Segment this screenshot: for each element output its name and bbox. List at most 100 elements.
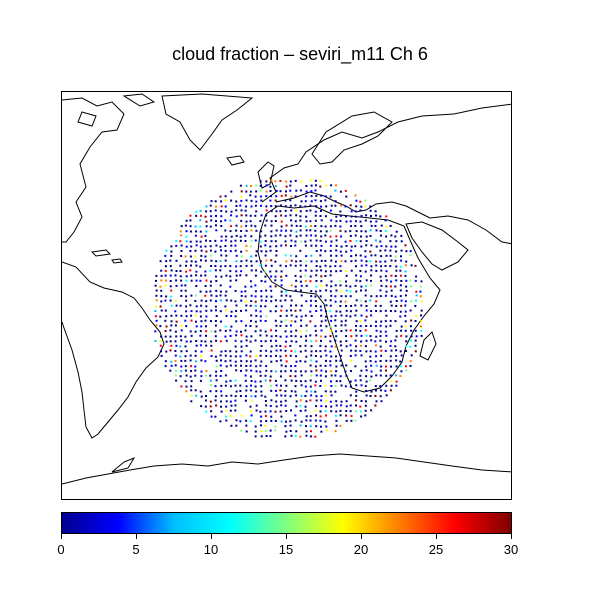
observation-point [364, 199, 367, 202]
observation-point [320, 314, 323, 317]
observation-point [359, 280, 362, 283]
observation-point [375, 245, 378, 248]
observation-point [400, 240, 403, 243]
observation-point [325, 284, 328, 287]
observation-point [364, 409, 367, 412]
observation-point [235, 320, 238, 323]
observation-point [309, 364, 312, 367]
observation-point [260, 214, 263, 217]
observation-point [349, 310, 352, 313]
observation-point [224, 354, 227, 357]
observation-point [204, 270, 207, 273]
observation-point [204, 234, 207, 237]
observation-point [270, 179, 273, 182]
observation-point [240, 320, 243, 323]
observation-point [380, 354, 383, 357]
observation-point [365, 369, 368, 372]
observation-point [235, 224, 238, 227]
observation-point [214, 324, 217, 327]
observation-point [295, 214, 298, 217]
observation-point [214, 335, 217, 338]
observation-point [394, 235, 397, 238]
observation-point [250, 395, 253, 398]
observation-point [225, 400, 228, 403]
observation-point [155, 299, 158, 302]
observation-point [164, 274, 167, 277]
observation-point [324, 409, 327, 412]
observation-point [349, 230, 352, 233]
observation-point [175, 370, 177, 372]
observation-point [249, 364, 252, 367]
observation-point [235, 209, 238, 212]
observation-point [365, 309, 368, 312]
observation-point [210, 219, 213, 222]
colorbar [61, 512, 512, 534]
observation-point [350, 210, 353, 213]
observation-point [325, 429, 328, 432]
observation-point [245, 419, 248, 422]
observation-point [355, 394, 358, 397]
colorbar-tick-label: 15 [278, 542, 294, 557]
observation-point [205, 334, 207, 337]
observation-point [254, 214, 257, 217]
observation-point [319, 355, 322, 358]
observation-point [240, 429, 243, 432]
observation-point [214, 209, 217, 212]
observation-point [294, 309, 297, 312]
observation-point [170, 304, 173, 307]
observation-point [329, 209, 332, 212]
observation-point [210, 200, 213, 203]
observation-point [345, 340, 348, 343]
observation-point [205, 300, 208, 303]
observation-point [420, 280, 423, 283]
observation-point [245, 369, 248, 372]
observation-point [335, 239, 338, 242]
observation-point [354, 349, 357, 352]
observation-point [389, 344, 392, 347]
observation-point [260, 360, 263, 363]
observation-point [290, 390, 293, 393]
observation-point [355, 309, 358, 312]
observation-point [319, 230, 322, 233]
observation-point [324, 384, 327, 387]
observation-point [314, 380, 317, 383]
observation-point [245, 214, 248, 217]
observation-point [399, 289, 402, 292]
observation-point [400, 325, 403, 328]
observation-point [324, 319, 327, 322]
observation-point [354, 365, 357, 368]
observation-point [264, 275, 267, 278]
observation-point [255, 309, 258, 312]
observation-point [265, 334, 268, 337]
observation-point [225, 290, 228, 293]
observation-point [400, 329, 403, 332]
observation-point [370, 284, 373, 287]
observation-point [195, 340, 198, 342]
observation-point [230, 240, 233, 243]
observation-point [169, 335, 172, 338]
observation-point [194, 260, 197, 263]
observation-point [184, 224, 187, 227]
observation-point [215, 244, 218, 247]
observation-point [209, 210, 212, 213]
observation-point [185, 340, 188, 343]
observation-point [410, 285, 413, 288]
observation-point [219, 299, 222, 302]
observation-point [289, 420, 292, 423]
observation-point [315, 265, 318, 267]
observation-point [299, 289, 302, 292]
observation-point [185, 295, 188, 298]
observation-point [305, 324, 308, 327]
observation-point [265, 404, 268, 407]
observation-point [395, 359, 398, 362]
observation-point [209, 299, 212, 302]
observation-point [154, 330, 157, 333]
observation-point [324, 199, 327, 202]
observation-point [240, 290, 243, 293]
observation-point [174, 350, 177, 352]
observation-point [280, 394, 283, 397]
observation-point [229, 385, 232, 388]
observation-point [330, 410, 333, 413]
observation-point [189, 269, 192, 272]
observation-point [269, 245, 272, 248]
